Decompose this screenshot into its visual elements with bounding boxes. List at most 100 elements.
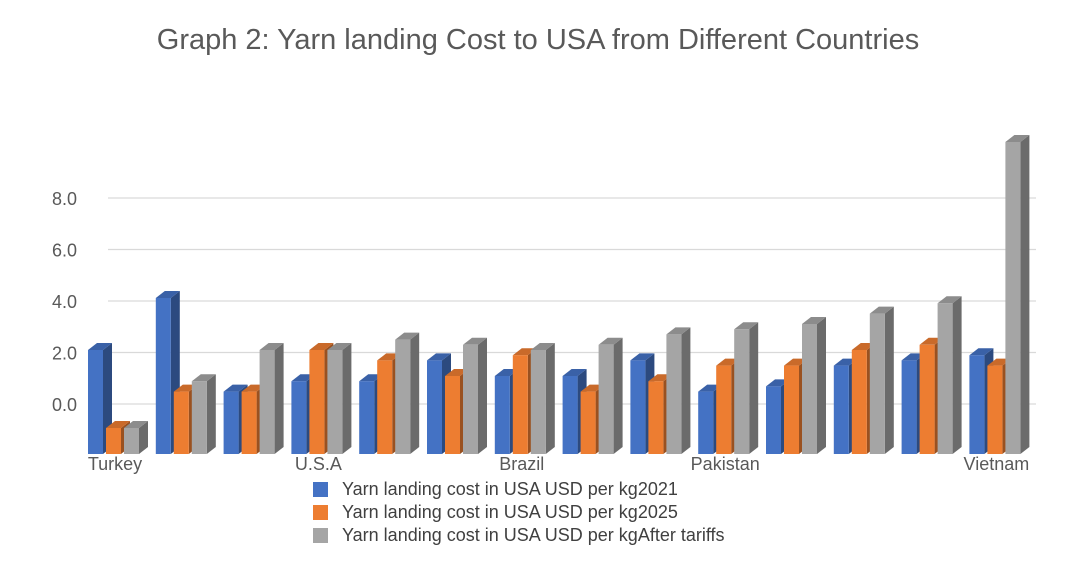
bar [395, 339, 411, 454]
bar [784, 365, 799, 454]
bar-top [630, 353, 655, 361]
bar [327, 350, 343, 454]
bar [124, 428, 139, 454]
bar [598, 344, 614, 454]
y-tick-label: 0.0 [52, 395, 77, 415]
bar [716, 365, 732, 454]
bar-top [395, 332, 420, 340]
bar [580, 391, 596, 454]
legend-item-2025[interactable]: Yarn landing cost in USA USD per kg2025 [313, 501, 725, 524]
bar-top [969, 348, 994, 356]
bar-top [223, 384, 248, 392]
bar-top [598, 337, 623, 345]
y-tick-label: 6.0 [52, 241, 77, 261]
bar [734, 329, 750, 454]
bar-side [749, 322, 759, 454]
bar [377, 360, 393, 454]
bar-side [545, 343, 555, 454]
legend-label-2021: Yarn landing cost in USA USD per kg2021 [342, 479, 678, 499]
bar [241, 391, 257, 454]
bar-top [259, 343, 284, 350]
y-tick-label: 8.0 [52, 189, 77, 209]
bar-top [463, 337, 487, 345]
bar-side [274, 343, 284, 454]
chart-title: Graph 2: Yarn landing Cost to USA from D… [156, 24, 920, 56]
bar [223, 391, 239, 454]
bar-side [206, 374, 216, 454]
bar-top [124, 421, 148, 428]
x-category-label: Vietnam [964, 454, 1030, 474]
bar [698, 391, 714, 454]
bar [291, 381, 307, 454]
bar-side [681, 327, 691, 454]
bar [309, 350, 325, 454]
bar-top [869, 306, 894, 314]
legend-label-2025: Yarn landing cost in USA USD per kg2025 [342, 502, 678, 522]
bar [562, 376, 578, 454]
bar-side [817, 317, 826, 454]
legend-swatch-2025 [313, 505, 328, 520]
bar-top [427, 353, 451, 361]
bar [88, 350, 103, 454]
bar-side [139, 421, 148, 454]
bar-top [191, 374, 216, 382]
bar [359, 381, 375, 454]
legend-swatch-2021 [313, 482, 328, 497]
bar-top [512, 348, 537, 356]
bar [1005, 142, 1021, 454]
bar-side [1020, 135, 1030, 454]
bar [259, 350, 275, 454]
bar-top [309, 343, 334, 350]
bar-top [106, 421, 130, 428]
legend-swatch-after-tariffs [313, 528, 328, 543]
bar-side [952, 296, 962, 454]
bar [463, 344, 478, 454]
x-category-label: U.S.A [295, 454, 342, 474]
bar [106, 428, 121, 454]
y-tick-label: 4.0 [52, 292, 77, 312]
x-category-label: Pakistan [691, 454, 760, 474]
bar [766, 386, 781, 454]
bar [530, 350, 546, 454]
bar [155, 298, 171, 454]
bar-top [937, 296, 962, 304]
bar [869, 313, 885, 454]
bar-top [327, 343, 352, 350]
bar [445, 376, 460, 454]
bar [494, 376, 510, 454]
bar [173, 391, 189, 454]
bar-top [666, 327, 691, 335]
bar [851, 350, 867, 454]
bar [937, 303, 953, 454]
bar [802, 324, 817, 454]
bar-top [734, 322, 759, 330]
bar [630, 360, 646, 454]
bar-side [613, 337, 623, 454]
legend-item-after-tariffs[interactable]: Yarn landing cost in USA USD per kgAfter… [313, 524, 725, 547]
bar-top [88, 343, 112, 350]
bar-top [1005, 135, 1030, 142]
x-category-label: Brazil [499, 454, 544, 474]
bar [901, 360, 917, 454]
legend-item-2021[interactable]: Yarn landing cost in USA USD per kg2021 [313, 478, 725, 501]
bar [427, 360, 442, 454]
bar-side [884, 306, 894, 454]
y-tick-label: 2.0 [52, 344, 77, 364]
bar [191, 381, 207, 454]
bar [648, 381, 664, 454]
x-category-label: Turkey [88, 454, 142, 474]
bar [666, 334, 682, 454]
bar [919, 344, 935, 454]
bar [987, 365, 1003, 454]
bar-side [342, 343, 352, 454]
bar [833, 365, 849, 454]
bar-top [530, 343, 555, 350]
bar-top [155, 291, 180, 298]
bar [969, 355, 985, 454]
bar-top [562, 369, 587, 376]
bar [512, 355, 528, 454]
chart-legend: Yarn landing cost in USA USD per kg2021 … [313, 478, 725, 547]
bar-side [478, 337, 487, 454]
legend-label-after-tariffs: Yarn landing cost in USA USD per kgAfter… [342, 525, 725, 545]
